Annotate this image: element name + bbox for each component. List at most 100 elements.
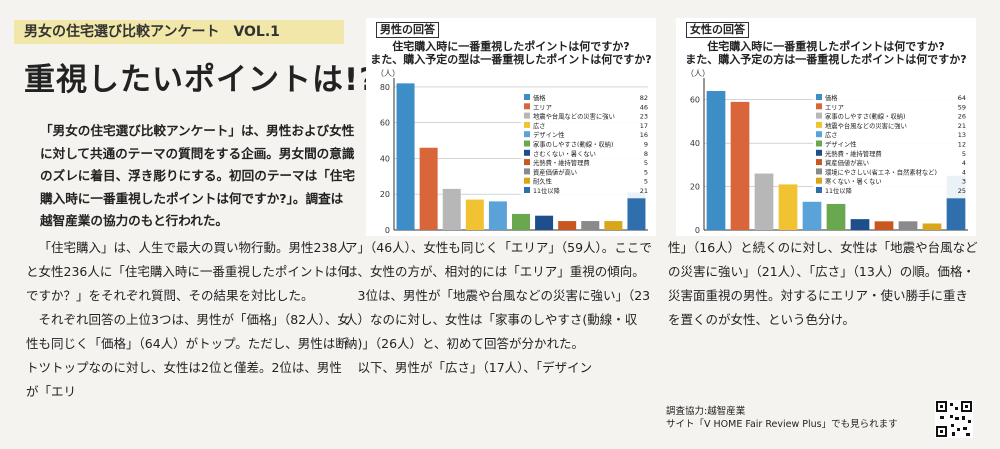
legend-value: 23 (640, 113, 648, 121)
bar-7 (850, 219, 870, 230)
legend-swatch (524, 112, 530, 119)
body-paragraph: それぞれ回答の上位3つは、男性が「価格」（82人）、女性も同じく「価格」（64人… (26, 312, 350, 399)
legend-label: 11位以降 (825, 186, 853, 195)
legend-label: 耐久性 (533, 177, 552, 186)
legend-label: 広さ (533, 121, 546, 130)
headline: 重視したいポイントは!? (24, 62, 379, 98)
y-tick-label: 40 (380, 154, 390, 163)
bar-10 (604, 221, 623, 230)
legend-value: 9 (644, 141, 648, 149)
legend-swatch (524, 94, 530, 100)
legend-value: 12 (958, 141, 966, 149)
bar-6 (511, 213, 531, 230)
legend-value: 4 (962, 159, 966, 167)
male-chart-title-line1: 住宅購入時に一番重視したポイントは何ですか? (392, 40, 630, 53)
male-chart-tag: 男性の回答 (376, 22, 439, 38)
bar-5 (488, 201, 507, 230)
legend-value: 5 (644, 168, 648, 176)
body-column-2: ア」（46人）、女性も同じく「エリア」（59人）。ここでは、女性の方が、相対的に… (345, 236, 660, 380)
legend-swatch (816, 112, 822, 119)
male-bar-chart: （人） 0 20 40 60 80 価格 82 エリア 46 地震や台風などの災害に強い 23 広さ 17… (376, 69, 651, 235)
legend-swatch (816, 149, 822, 156)
legend-swatch (816, 94, 822, 100)
legend-swatch (524, 140, 530, 147)
legend-value: 82 (640, 94, 648, 102)
legend-value: 3 (962, 178, 966, 186)
y-tick-label: 80 (380, 83, 390, 92)
legend-value: 17 (640, 122, 648, 130)
legend-swatch (524, 187, 530, 193)
credit-line-2: サイト「V HOME Fair Review Plus」でも見られます (666, 419, 898, 430)
y-tick-label: 20 (690, 183, 700, 192)
legend-label: エリア (825, 103, 844, 111)
legend-label: 価格 (533, 93, 546, 102)
y-axis-label: （人） (376, 69, 400, 78)
legend-swatch (816, 121, 822, 128)
legend-label: 寒くない・暑くない (825, 177, 882, 186)
legend-value: 16 (640, 131, 648, 139)
bar-4 (465, 199, 484, 230)
legend-label: 環境にやさしい(省エネ・自然素材など) (825, 167, 937, 176)
legend-value: 59 (958, 103, 966, 111)
legend-label: 家事のしやすさ(動線・収納) (825, 112, 905, 121)
legend-value: 21 (640, 187, 648, 195)
bar-8 (874, 221, 894, 230)
legend-value: 5 (962, 150, 966, 158)
body-paragraph: ア」（46人）、女性も同じく「エリア」（59人）。ここでは、女性の方が、相対的に… (345, 240, 652, 279)
y-tick-label: 60 (380, 119, 390, 128)
legend-box (813, 92, 969, 199)
bar-6 (826, 203, 846, 230)
female-bar-chart: （人） 0 20 40 60 価格 64 エリア 59 家事のしやすさ(動線・収納) 26 地震や台風… (686, 69, 969, 235)
y-axis-label: （人） (686, 69, 710, 78)
lead-paragraph: 「男女の住宅選び比較アンケート」は、男性および女性に対して共通のテーマの質問をす… (40, 123, 355, 228)
legend-value: 64 (958, 94, 966, 102)
credit-block: 調査協力:越智産業 サイト「V HOME Fair Review Plus」でも… (666, 405, 898, 431)
legend-label: 価格 (825, 93, 838, 102)
legend-label: 光熱費・維持管理費 (533, 158, 590, 167)
legend-label: 広さ (825, 130, 838, 139)
bar-3 (442, 188, 461, 230)
legend-label: 光熱費・維持管理費 (825, 149, 882, 158)
y-tick-label: 20 (380, 190, 390, 199)
legend-swatch (524, 159, 530, 166)
bar-3 (754, 173, 774, 230)
legend-label: さむくない・暑くない (533, 150, 596, 158)
legend-label: 地震や台風などの災害に強い (825, 121, 907, 130)
credit-line-1: 調査協力:越智産業 (666, 406, 746, 417)
legend-label: 資産価値が高い (825, 158, 869, 167)
bar-9 (898, 221, 918, 230)
female-chart-tag: 女性の回答 (686, 22, 749, 38)
y-tick-label: 0 (695, 226, 700, 235)
y-tick-label: 0 (385, 226, 390, 235)
legend-label: デザイン性 (825, 140, 856, 149)
bar-1 (706, 91, 726, 231)
legend-swatch (524, 121, 530, 128)
bar-5 (802, 201, 822, 230)
legend-label: 家事のしやすさ(動線・収納) (533, 140, 613, 149)
legend-value: 5 (644, 159, 648, 167)
body-paragraph: 「住宅購入」は、人生で最大の買い物行動。男性238人と女性236人に「住宅購入時… (26, 240, 350, 303)
bar-9 (581, 221, 600, 230)
series-label: 男女の住宅選び比較アンケート VOL.1 (14, 20, 344, 44)
legend-value: 4 (962, 168, 966, 176)
bar-1 (396, 83, 415, 230)
legend-swatch (524, 168, 530, 175)
legend-swatch (816, 131, 822, 138)
legend-label: 地震や台風などの災害に強い (533, 112, 615, 121)
bar-10 (922, 223, 942, 230)
bar-2 (730, 101, 750, 230)
legend-label: エリア (533, 103, 552, 111)
legend-swatch (816, 187, 822, 193)
bar-2 (419, 147, 438, 230)
legend-swatch (524, 131, 530, 138)
male-chart-panel: 男性の回答 住宅購入時に一番重視したポイントは何ですか? また、購入予定の型は一… (366, 18, 656, 236)
legend-value: 25 (958, 187, 966, 195)
body-column-1: 「住宅購入」は、人生で最大の買い物行動。男性238人と女性236人に「住宅購入時… (26, 236, 350, 404)
y-tick-label: 40 (690, 139, 700, 148)
legend-value: 21 (958, 122, 966, 130)
legend-label: デザイン性 (533, 130, 564, 139)
female-chart-title-line1: 住宅購入時に一番重視したポイントは何ですか? (707, 40, 945, 53)
female-chart-panel: 女性の回答 住宅購入時に一番重視したポイントは何ですか? また、購入予定の方は一… (676, 18, 976, 236)
qr-code[interactable] (935, 400, 973, 438)
legend-box (521, 92, 651, 199)
